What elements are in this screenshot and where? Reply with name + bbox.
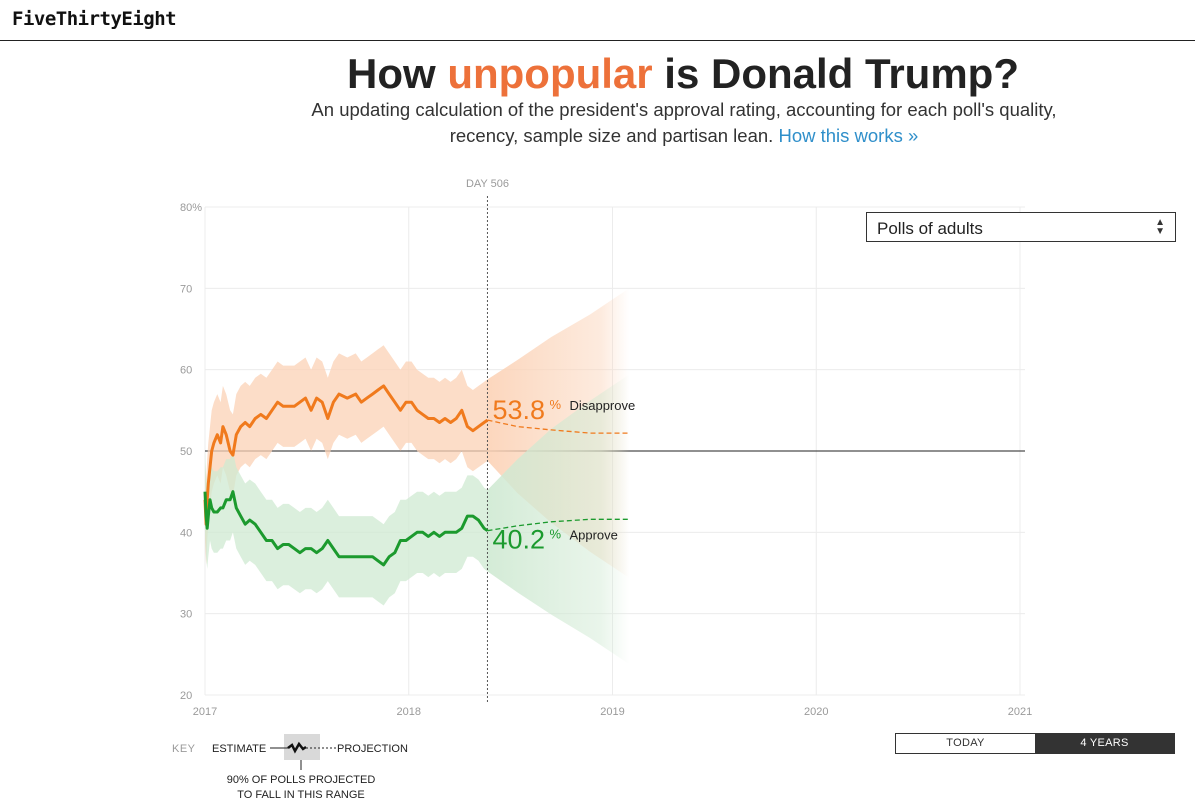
y-tick-label: 60 [180, 365, 192, 377]
disapprove-projection-line [487, 419, 630, 434]
current-day-label: DAY 506 [466, 178, 509, 190]
approve-projection-cone [487, 374, 630, 665]
disapprove-pct-sign: % [549, 397, 561, 412]
title-pre: How [347, 50, 448, 97]
y-tick-label: 30 [180, 609, 192, 621]
disapprove-label: Disapprove [569, 398, 635, 413]
range-4years-button[interactable]: 4 YEARS [1035, 734, 1174, 753]
y-tick-label: 50 [180, 446, 192, 458]
disapprove-range-band [205, 345, 488, 565]
how-this-works-link[interactable]: How this works » [778, 125, 919, 146]
y-tick-label: 70 [180, 283, 192, 295]
site-logo[interactable]: FiveThirtyEight [12, 8, 177, 30]
title-post: is Donald Trump? [652, 50, 1019, 97]
x-tick-label: 2018 [397, 706, 421, 718]
approve-range-band [205, 451, 488, 606]
key-projection-label: PROJECTION [337, 743, 408, 755]
key-legend-icon [270, 734, 336, 770]
approve-projection-line [487, 518, 630, 532]
title-highlight: unpopular [447, 50, 653, 97]
approve-pct-sign: % [549, 527, 561, 542]
key-range-line1: 90% OF POLLS PROJECTED [226, 774, 376, 786]
subtitle-line1: An updating calculation of the president… [311, 99, 1057, 120]
approve-value: 40.2 [492, 525, 545, 555]
key-estimate-label: ESTIMATE [212, 743, 267, 755]
x-tick-label: 2020 [804, 706, 828, 718]
key-estimate-squiggle [287, 741, 307, 754]
x-tick-label: 2021 [1008, 706, 1032, 718]
key-range-line2: TO FALL IN THIS RANGE [237, 789, 365, 801]
approve-label: Approve [569, 528, 617, 543]
y-tick-label: 80% [180, 202, 202, 214]
x-tick-label: 2017 [193, 706, 217, 718]
subtitle-line2: recency, sample size and partisan lean. [449, 125, 774, 146]
time-range-toggle: TODAY 4 YEARS [895, 733, 1175, 754]
top-bar: FiveThirtyEight [0, 0, 1195, 41]
range-today-button[interactable]: TODAY [896, 734, 1035, 753]
poll-type-value: Polls of adults [877, 219, 983, 238]
page-title: How unpopular is Donald Trump? [0, 50, 1195, 98]
disapprove-value: 53.8 [492, 395, 545, 425]
disapprove-line [203, 384, 489, 526]
page-subtitle: An updating calculation of the president… [270, 97, 1098, 149]
x-tick-label: 2019 [600, 706, 624, 718]
select-arrows-icon: ▲ ▼ [1155, 217, 1165, 237]
approve-line [203, 490, 489, 567]
poll-type-select[interactable]: Polls of adults ▲ ▼ [866, 212, 1176, 242]
y-tick-label: 40 [180, 527, 192, 539]
y-tick-label: 20 [180, 690, 192, 702]
key-label: KEY [172, 743, 196, 755]
key-range-label: 90% OF POLLS PROJECTED TO FALL IN THIS R… [218, 773, 384, 803]
